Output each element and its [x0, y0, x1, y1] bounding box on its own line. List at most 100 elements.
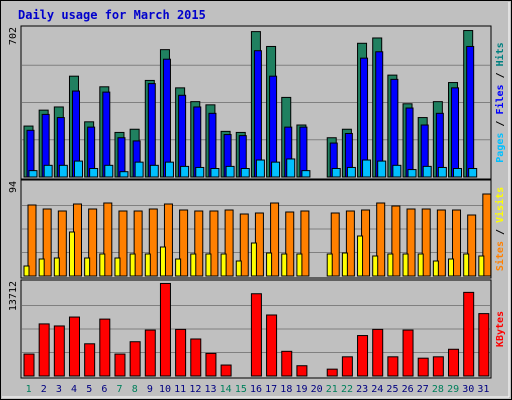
bar-kbytes-day-14: [220, 364, 232, 377]
bar-pages-day-5: [89, 168, 99, 178]
bar-pages-day-30: [468, 168, 478, 178]
bar-pages-day-27: [422, 165, 432, 178]
bar-kbytes-day-7: [114, 353, 126, 377]
bar-sites-day-12: [190, 253, 197, 277]
bar-visits-day-13: [209, 210, 219, 277]
day-label: 23: [356, 384, 368, 395]
bar-files-day-24: [375, 51, 384, 178]
bar-visits-day-11: [179, 209, 189, 277]
bar-sites-day-9: [144, 253, 151, 277]
legend-part: /: [495, 115, 506, 133]
day-label: 6: [101, 384, 107, 395]
bar-sites-day-19: [296, 253, 303, 277]
day-label: 13: [204, 384, 216, 395]
bar-pages-day-28: [437, 166, 447, 178]
bar-visits-day-14: [224, 209, 234, 277]
bar-pages-day-4: [73, 160, 83, 178]
bar-pages-day-10: [164, 161, 174, 178]
bar-kbytes-day-9: [144, 329, 156, 377]
side-legend: KBytes: [495, 311, 506, 347]
bar-files-day-19: [299, 126, 308, 178]
bar-pages-day-15: [240, 168, 250, 178]
bar-sites-day-6: [99, 253, 106, 277]
bar-pages-day-12: [195, 166, 205, 178]
bar-sites-day-21: [326, 253, 333, 277]
day-label: 17: [265, 384, 277, 395]
bar-sites-day-2: [38, 258, 45, 277]
y-max-label: 702: [8, 27, 19, 45]
bar-kbytes-day-26: [402, 329, 414, 377]
day-label: 3: [56, 384, 62, 395]
legend-part: /: [495, 66, 506, 84]
bar-sites-day-3: [53, 257, 60, 277]
bar-sites-day-10: [159, 246, 166, 277]
bar-kbytes-day-21: [326, 368, 338, 377]
bar-kbytes-day-18: [281, 350, 293, 377]
chart-panels: 702 Pages / Files / Hits 94 Sites / Visits 1…: [8, 25, 506, 379]
day-label: 7: [117, 384, 123, 395]
bar-files-day-1: [26, 129, 35, 178]
panel-kbytes: 13712 KBytes: [8, 279, 506, 379]
bar-visits-day-3: [57, 210, 67, 277]
bar-sites-day-7: [114, 257, 121, 277]
bar-sites-day-16: [250, 242, 257, 277]
bar-files-day-29: [451, 87, 460, 178]
bar-visits-day-22: [345, 210, 355, 277]
bar-sites-day-25: [387, 253, 394, 277]
day-label: 18: [280, 384, 292, 395]
bar-visits-day-29: [452, 209, 462, 277]
bar-pages-day-16: [255, 159, 265, 178]
day-label: 11: [174, 384, 186, 395]
bar-visits-day-7: [118, 210, 128, 277]
bar-visits-day-24: [376, 202, 386, 277]
day-label: 4: [71, 384, 77, 395]
bar-files-day-13: [208, 112, 217, 178]
bar-files-day-10: [162, 58, 171, 178]
bar-kbytes-day-2: [38, 323, 50, 377]
day-label: 30: [462, 384, 474, 395]
bar-files-day-11: [178, 94, 187, 178]
bar-kbytes-day-17: [266, 314, 278, 377]
day-label: 27: [417, 384, 429, 395]
legend-part: Pages: [495, 133, 506, 163]
day-label: 5: [86, 384, 92, 395]
bar-visits-day-10: [163, 203, 173, 277]
bar-pages-day-18: [286, 158, 296, 178]
bar-sites-day-13: [205, 253, 212, 277]
day-label: 14: [220, 384, 232, 395]
bar-visits-day-28: [436, 209, 446, 277]
day-label: 9: [147, 384, 153, 395]
bar-visits-day-5: [88, 208, 98, 277]
side-legend: Pages / Files / Hits: [494, 42, 506, 162]
bar-sites-day-27: [417, 253, 424, 277]
bar-kbytes-day-23: [357, 335, 369, 377]
bar-sites-day-14: [220, 253, 227, 277]
bar-files-day-25: [390, 78, 399, 178]
bar-sites-day-18: [281, 253, 288, 277]
bar-visits-day-12: [194, 210, 204, 277]
bar-kbytes-day-4: [68, 316, 80, 377]
day-label: 2: [41, 384, 47, 395]
legend-part: Hits: [494, 42, 506, 66]
bar-pages-day-8: [134, 161, 144, 178]
legend-part: Visits: [494, 187, 506, 223]
bar-visits-day-25: [391, 205, 401, 277]
bar-sites-day-23: [357, 235, 364, 277]
y-max-label: 94: [8, 181, 19, 193]
bar-kbytes-day-10: [159, 282, 171, 377]
bar-kbytes-day-19: [296, 365, 308, 377]
bar-visits-day-1: [27, 204, 37, 277]
bar-visits-day-2: [42, 208, 52, 277]
bar-visits-day-15: [239, 213, 249, 277]
bar-kbytes-day-22: [341, 356, 353, 377]
day-label: 24: [371, 384, 383, 395]
bar-sites-day-26: [402, 253, 409, 277]
chart-title: Daily usage for March 2015: [18, 8, 206, 22]
bar-sites-day-1: [23, 265, 30, 277]
day-label: 29: [447, 384, 459, 395]
day-label: 25: [386, 384, 398, 395]
bar-kbytes-day-12: [190, 338, 202, 377]
bar-kbytes-day-3: [53, 325, 65, 377]
bar-pages-day-22: [346, 166, 356, 178]
